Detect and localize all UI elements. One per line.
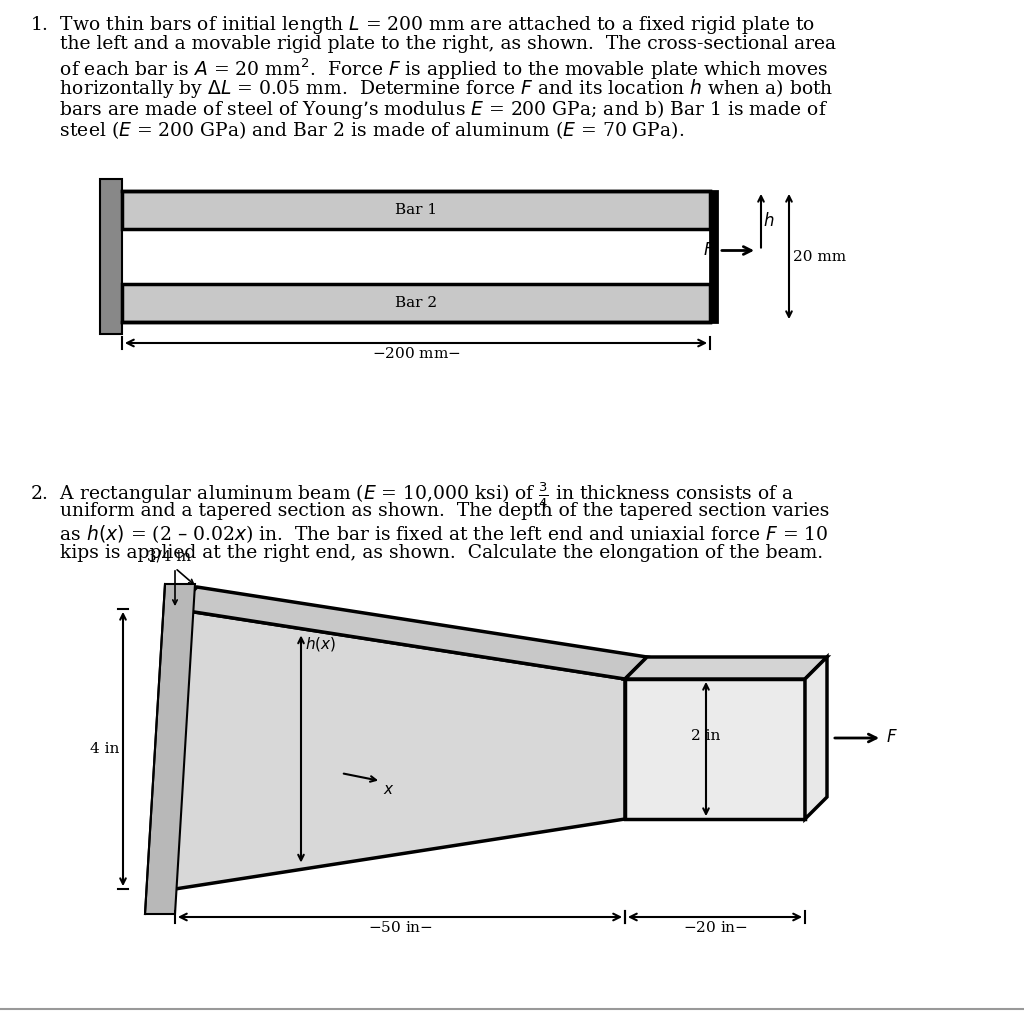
Text: $F$: $F$ bbox=[886, 730, 898, 747]
Text: $-$20 in$-$: $-$20 in$-$ bbox=[683, 920, 748, 935]
Bar bbox=[122, 284, 710, 322]
Text: $x$: $x$ bbox=[383, 783, 394, 797]
Text: $-$50 in$-$: $-$50 in$-$ bbox=[368, 920, 432, 935]
Text: the left and a movable rigid plate to the right, as shown.  The cross-sectional : the left and a movable rigid plate to th… bbox=[30, 35, 836, 53]
Text: as $h(x)$ = (2 – 0.02$x$) in.  The bar is fixed at the left end and uniaxial for: as $h(x)$ = (2 – 0.02$x$) in. The bar is… bbox=[30, 523, 828, 545]
Text: bars are made of steel of Young’s modulus $E$ = 200 GPa; and b) Bar 1 is made of: bars are made of steel of Young’s modulu… bbox=[30, 98, 828, 121]
Text: 1.  Two thin bars of initial length $L$ = 200 mm are attached to a fixed rigid p: 1. Two thin bars of initial length $L$ =… bbox=[30, 14, 815, 36]
Text: Bar 1: Bar 1 bbox=[395, 203, 437, 217]
Text: horizontally by $\Delta L$ = 0.05 mm.  Determine force $F$ and its location $h$ : horizontally by $\Delta L$ = 0.05 mm. De… bbox=[30, 77, 834, 100]
Text: 3/4 in: 3/4 in bbox=[147, 550, 191, 564]
Polygon shape bbox=[625, 679, 805, 819]
Bar bbox=[122, 191, 710, 229]
Text: $F$: $F$ bbox=[703, 242, 715, 259]
Text: kips is applied at the right end, as shown.  Calculate the elongation of the bea: kips is applied at the right end, as sho… bbox=[30, 544, 823, 562]
Text: steel ($E$ = 200 GPa) and Bar 2 is made of aluminum ($E$ = 70 GPa).: steel ($E$ = 200 GPa) and Bar 2 is made … bbox=[30, 119, 684, 141]
Polygon shape bbox=[625, 657, 827, 679]
Polygon shape bbox=[805, 657, 827, 819]
Polygon shape bbox=[175, 609, 625, 889]
Text: uniform and a tapered section as shown.  The depth of the tapered section varies: uniform and a tapered section as shown. … bbox=[30, 502, 829, 520]
Polygon shape bbox=[175, 587, 647, 679]
Text: 4 in: 4 in bbox=[90, 742, 119, 756]
Text: 2 in: 2 in bbox=[691, 729, 721, 743]
Bar bbox=[100, 179, 122, 334]
Text: of each bar is $A$ = 20 mm$^{2}$.  Force $F$ is applied to the movable plate whi: of each bar is $A$ = 20 mm$^{2}$. Force … bbox=[30, 56, 827, 82]
Text: $h(x)$: $h(x)$ bbox=[305, 635, 336, 652]
Text: $-$200 mm$-$: $-$200 mm$-$ bbox=[372, 346, 461, 361]
Bar bbox=[710, 191, 717, 322]
Polygon shape bbox=[145, 584, 195, 914]
Text: $h$: $h$ bbox=[763, 212, 774, 229]
Text: 20 mm: 20 mm bbox=[793, 250, 846, 264]
Text: Bar 2: Bar 2 bbox=[395, 296, 437, 310]
Text: 2.  A rectangular aluminum beam ($E$ = 10,000 ksi) of $\frac{3}{4}$ in thickness: 2. A rectangular aluminum beam ($E$ = 10… bbox=[30, 481, 794, 511]
